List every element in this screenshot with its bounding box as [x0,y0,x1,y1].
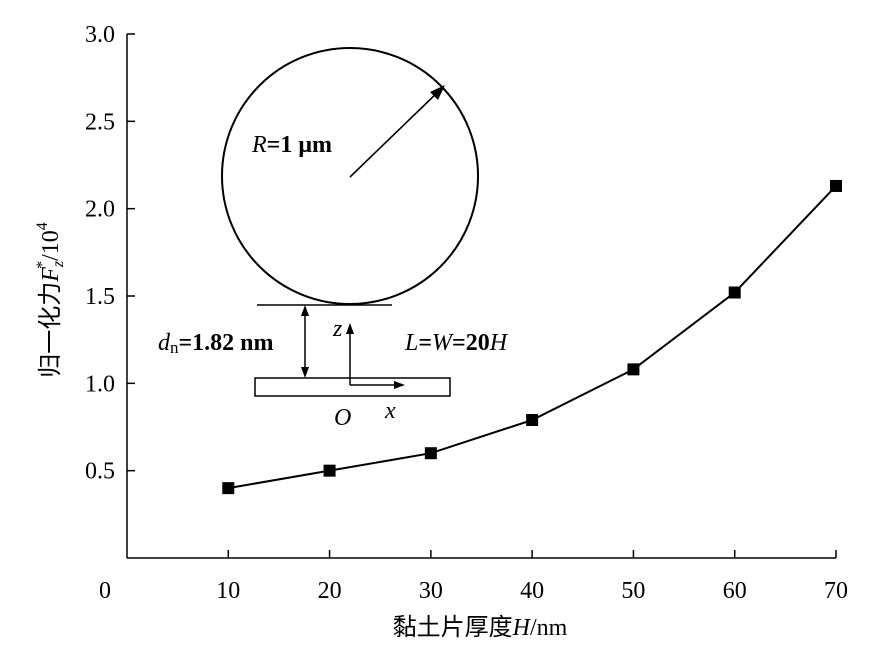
sphere [221,47,479,305]
y-tick-label: 3.0 [85,22,115,48]
y-axis-label: 归一化力Fz*/104 [34,222,67,378]
y-tick-label: 2.5 [85,109,115,135]
gap-label: dn=1.82 nm [158,330,274,357]
inset-schematic: R=1 μm dn=1.82 nm z x O L=W=20H [158,47,509,431]
radius-label: R=1 μm [251,132,332,158]
data-point-marker [323,464,336,477]
origin-label: O [334,405,351,431]
size-label: L=W=20H [404,330,509,356]
x-axis-inset-label: x [384,398,396,424]
series-line [228,185,837,490]
radius-arrowhead [430,85,445,100]
y-tick-label: 1.5 [85,284,115,310]
x-tick-label: 70 [824,578,848,604]
y-tick-label: 0.5 [85,459,115,485]
data-point-marker [222,482,235,495]
x-axis-label: 黏土片厚度H/nm [393,614,568,641]
x-tick-label: 0 [99,578,111,604]
gap-arrowhead-up [301,305,309,316]
x-tick-label: 50 [621,578,645,604]
gap-arrowhead-down [301,367,309,378]
z-arrowhead [346,323,354,334]
data-point-marker [627,363,640,376]
x-arrowhead [394,381,405,389]
x-tick-label: 60 [723,578,747,604]
data-point-marker [830,179,842,192]
tick-labels: 0 10 20 30 40 50 60 70 0.5 1.0 1.5 2.0 2.5 3.0 [85,22,848,604]
x-tick-label: 40 [520,578,544,604]
x-tick-label: 20 [318,578,342,604]
x-tick-label: 10 [216,578,240,604]
data-point-marker [728,286,741,299]
y-tick-label: 1.0 [85,371,115,397]
data-point-marker [526,414,539,427]
y-tick-label: 2.0 [85,197,115,223]
z-axis-label: z [332,316,343,342]
tick-marks [127,33,837,558]
series-markers [222,179,842,495]
clay-platelet [254,377,451,397]
data-point-marker [424,447,437,460]
x-tick-label: 30 [419,578,443,604]
radius-arrow-line [349,89,441,178]
